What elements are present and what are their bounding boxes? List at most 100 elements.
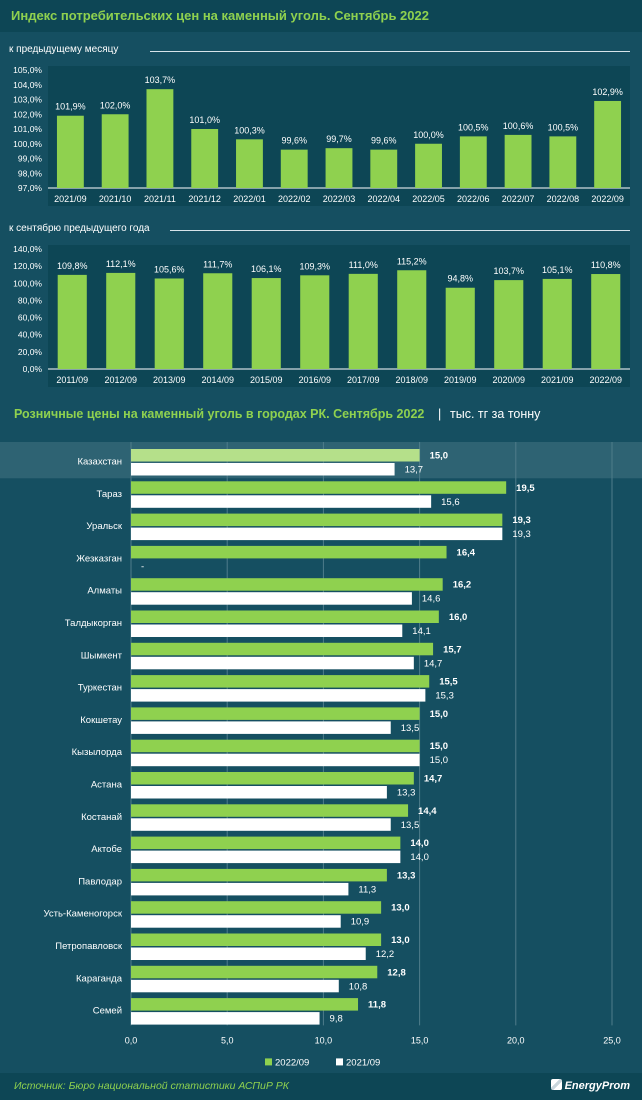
city-prices-separator: | [438, 407, 442, 421]
bar-2021 [131, 721, 391, 734]
bar-2021 [131, 463, 395, 476]
bar [57, 274, 87, 369]
bar-2022 [131, 998, 359, 1011]
bar-2022 [131, 868, 387, 882]
bar-2021-label: 13,3 [397, 788, 416, 799]
x-tick-label: 2022/06 [457, 194, 490, 204]
bar-2021 [131, 592, 412, 605]
bar-value-label: 111,0% [349, 260, 378, 270]
y-tick-label: 120,0% [13, 261, 42, 271]
bar-value-label: 112,1% [106, 259, 136, 269]
bar-2021-label: 13,7 [405, 465, 424, 476]
y-tick-label: 104,0% [13, 80, 42, 90]
x-tick-label: 2022/08 [547, 194, 580, 204]
x-tick-label: 2022/09 [589, 375, 622, 385]
bar-value-label: 100,6% [503, 121, 534, 131]
bar-2021 [131, 786, 387, 799]
city-label: Костанай [81, 812, 122, 823]
x-tick-label: 2022/04 [367, 194, 400, 204]
x-tick-label: 2017/09 [347, 375, 380, 385]
bar-2021-label: 14,0 [410, 852, 429, 863]
bar-value-label: 105,6% [154, 264, 185, 274]
bar-2022 [131, 545, 447, 559]
bar-2022-label: 14,0 [410, 838, 429, 849]
bar-value-label: 109,8% [57, 261, 88, 271]
bar-value-label: 102,9% [592, 87, 623, 97]
chart2-subtitle-rule [170, 230, 630, 231]
legend-label-2022: 2022/09 [275, 1057, 309, 1068]
x-tick-label: 2019/09 [444, 375, 477, 385]
bar-2022 [131, 578, 443, 591]
city-label: Актобе [91, 844, 122, 855]
bar-2021 [131, 689, 426, 702]
bar [280, 149, 308, 188]
y-tick-label: 100,0% [13, 278, 42, 288]
bar-2021 [131, 753, 420, 767]
monthly-index-chart: 105,0% 104,0% 103,0% 102,0% 101,0% 100,0% 99,0… [13, 65, 630, 206]
bar-2022 [131, 836, 401, 850]
y-tick-label: 98,0% [18, 168, 43, 178]
bar-2022 [131, 739, 420, 753]
bar-value-label: 99,7% [326, 134, 352, 144]
y-tick-label: 100,0% [13, 139, 42, 149]
bar-2021 [131, 915, 341, 928]
bar-value-label: 94,8% [447, 274, 473, 284]
bar [397, 270, 427, 369]
bar-value-label: 101,9% [55, 102, 86, 112]
bar-value-label: 105,1% [542, 265, 573, 275]
x-tick-label: 2021/09 [54, 194, 87, 204]
bar-2022 [131, 449, 420, 462]
bar-value-label: 101,0% [189, 115, 220, 125]
city-label: Кокшетау [80, 715, 122, 726]
bar-2022 [131, 675, 430, 688]
bar-2021 [131, 527, 503, 541]
bar-2022-label: 19,5 [516, 483, 535, 494]
city-label: Тараз [97, 489, 122, 500]
y-tick-label: 103,0% [13, 95, 42, 105]
bar-value-label: 110,8% [591, 260, 621, 270]
bar-2021 [131, 656, 414, 670]
y-tick-label: 101,0% [13, 124, 42, 134]
x-tick-label: 2015/09 [250, 375, 283, 385]
bar [370, 149, 398, 188]
city-label: Алматы [87, 586, 122, 597]
x-tick-label: 2021/12 [188, 194, 221, 204]
bar [251, 278, 281, 369]
city-label: Жезказган [76, 553, 122, 564]
city-label: Петропавловск [55, 941, 123, 952]
bar-value-label: 100,5% [548, 122, 579, 132]
chart2-subtitle: к сентябрю предыдущего года [9, 223, 150, 234]
bar-2022 [131, 642, 434, 656]
x-tick-label: 20,0 [507, 1035, 525, 1045]
bar [101, 114, 129, 188]
y-tick-label: 80,0% [18, 295, 43, 305]
x-tick-label: 2022/05 [412, 194, 445, 204]
y-tick-label: 20,0% [18, 347, 43, 357]
bar-2022 [131, 965, 378, 979]
x-tick-label: 2021/09 [541, 375, 574, 385]
y-tick-label: 0,0% [23, 364, 43, 374]
bar-value-label: 100,0% [413, 130, 444, 140]
bar-2021 [131, 882, 349, 896]
bar-2021-label: 19,3 [512, 529, 531, 540]
y-tick-label: 40,0% [18, 330, 43, 340]
x-tick-label: 5,0 [221, 1035, 234, 1045]
city-label: Уральск [86, 521, 122, 532]
bar-2021-label: 13,5 [401, 723, 420, 734]
bar [594, 100, 622, 188]
bar-2022-label: 13,3 [397, 870, 416, 881]
bar [300, 275, 330, 369]
city-label: Шымкент [81, 650, 123, 661]
bar [146, 89, 174, 188]
bar-2022-label: 16,2 [453, 580, 472, 591]
bar-2022-label: 11,8 [368, 1000, 386, 1011]
x-tick-label: 15,0 [411, 1035, 429, 1045]
bar-2022 [131, 901, 382, 914]
bar-2022-label: 14,4 [418, 806, 437, 817]
bar [542, 278, 572, 369]
bar-2021 [131, 818, 391, 831]
bar-2022 [131, 933, 382, 946]
bar-2022-label: 12,8 [387, 967, 406, 978]
bar-2021 [131, 495, 432, 508]
source-note: Источник: Бюро национальной статистики А… [14, 1080, 289, 1092]
